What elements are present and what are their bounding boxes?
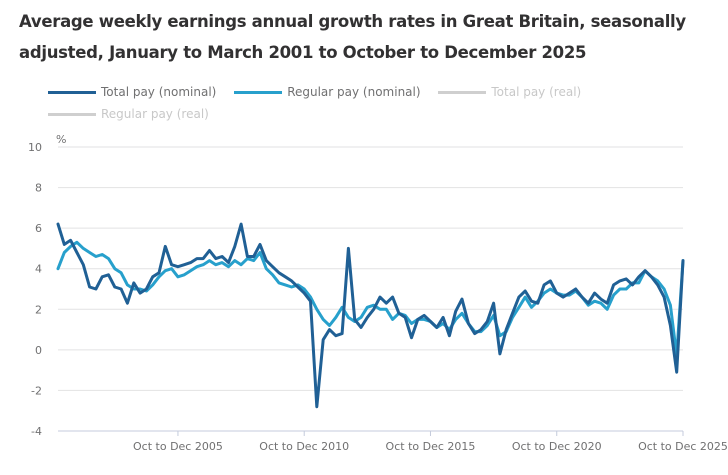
legend-swatch-regular-pay-nominal — [234, 90, 283, 94]
legend-item-regular-pay-real[interactable]: Regular pay (real) — [48, 103, 209, 125]
legend-swatch-total-pay-nominal — [48, 90, 96, 94]
y-tick-label: 0 — [35, 344, 42, 357]
legend-swatch-total-pay-real — [438, 90, 487, 94]
legend-label: Regular pay (real) — [101, 107, 209, 121]
x-tick-label: Oct to Dec 2020 — [512, 440, 602, 453]
legend-item-total-pay-nominal[interactable]: Total pay (nominal) — [48, 81, 216, 103]
y-tick-label: 8 — [35, 182, 42, 195]
legend-label: Total pay (real) — [491, 85, 582, 99]
y-tick-label: -2 — [31, 384, 42, 397]
y-tick-label: -4 — [31, 425, 42, 438]
legend-label: Total pay (nominal) — [101, 85, 217, 99]
x-tick-label: Oct to Dec 2025 — [638, 440, 728, 453]
chart-legend: Total pay (nominal) Regular pay (nominal… — [48, 81, 688, 125]
y-tick-label: 10 — [28, 141, 42, 154]
x-tick-label: Oct to Dec 2015 — [386, 440, 476, 453]
x-tick-label: Oct to Dec 2005 — [133, 440, 223, 453]
legend-swatch-regular-pay-real — [48, 112, 96, 116]
legend-item-total-pay-real[interactable]: Total pay (real) — [438, 81, 581, 103]
y-axis-unit-label: % — [56, 133, 66, 146]
y-tick-label: 2 — [35, 303, 42, 316]
x-tick-label: Oct to Dec 2010 — [259, 440, 349, 453]
chart-title: Average weekly earnings annual growth ra… — [19, 12, 686, 62]
y-tick-label: 6 — [35, 222, 42, 235]
series-line-total-pay-nominal[interactable] — [56, 222, 685, 409]
y-tick-label: 4 — [35, 263, 42, 276]
legend-label: Regular pay (nominal) — [287, 85, 421, 99]
legend-item-regular-pay-nominal[interactable]: Regular pay (nominal) — [234, 81, 421, 103]
